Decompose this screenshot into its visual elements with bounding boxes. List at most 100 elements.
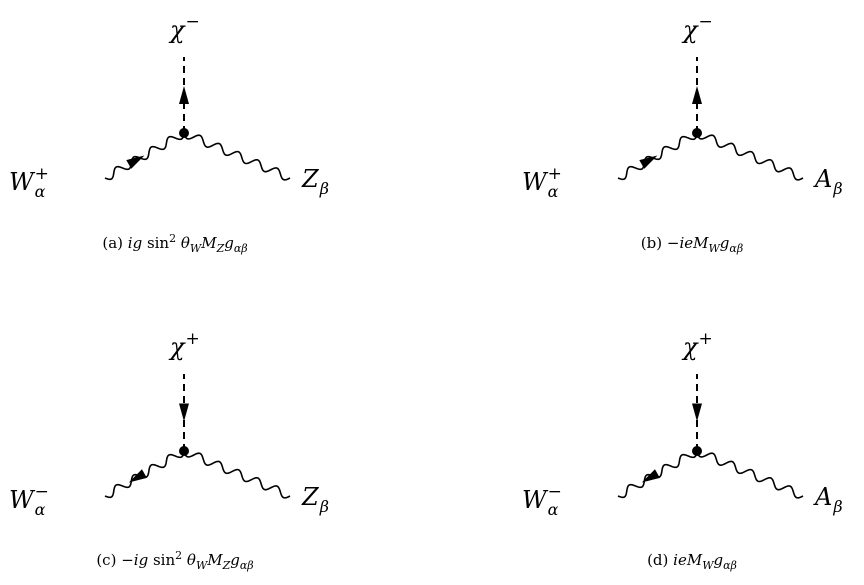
vertex-caption-part: −: [121, 551, 134, 569]
vertex-caption-part: 2: [175, 549, 182, 562]
neutral-boson-wavy-line: [696, 450, 804, 499]
right-boson-label-base: A: [813, 483, 832, 511]
left-boson-label-sub: α: [35, 182, 46, 201]
left-boson-label: W −α: [9, 482, 49, 519]
left-boson-label-sup: +: [548, 164, 562, 184]
vertex-caption-part: g: [720, 234, 730, 252]
scalar-label: χ −: [681, 12, 713, 44]
left-boson-label-base: W: [522, 168, 549, 196]
w-boson-wavy-line: [104, 450, 185, 499]
scalar-label-sup: −: [186, 12, 200, 32]
vertex-caption-part: sin: [148, 551, 175, 569]
vertex-caption-part: W: [196, 559, 209, 572]
vertex-caption-part: θ: [176, 234, 190, 252]
scalar-arrow-icon: [179, 403, 189, 422]
w-boson-wavy-line: [617, 132, 698, 181]
scalar-label: χ +: [168, 329, 200, 361]
w-boson-wavy-line: [617, 450, 698, 499]
w-leg-arrow-icon: [126, 155, 145, 169]
left-boson-label-sup: −: [548, 482, 562, 502]
vertex-dot: [692, 128, 702, 138]
vertex-caption: (c) −ig sin2 θWMZgαβ: [96, 549, 253, 572]
vertex-caption: (a) ig sin2 θWMZgαβ: [102, 232, 247, 255]
vertex-caption-part: W: [190, 242, 203, 255]
vertex-dot: [179, 446, 189, 456]
left-boson-label: W −α: [522, 482, 562, 519]
vertex-caption-part: M: [206, 551, 223, 569]
left-boson-label-sub: α: [548, 500, 559, 519]
vertex-caption-tag: (d): [647, 551, 673, 569]
vertex-caption-part: g: [230, 551, 240, 569]
w-leg-arrow-icon: [641, 469, 660, 483]
vertex-caption-part: ig: [128, 234, 142, 252]
vertex-caption-tag: (b): [641, 234, 667, 252]
w-boson-wavy-line: [104, 132, 185, 181]
left-boson-label-sub: α: [548, 182, 559, 201]
right-boson-label-base: Z: [301, 165, 320, 193]
scalar-label-base: χ: [168, 333, 186, 361]
vertex-caption-part: ieM: [673, 551, 703, 569]
left-boson-label-sub: α: [35, 500, 46, 519]
right-boson-label-sub: β: [319, 179, 329, 198]
vertex-caption-part: Z: [222, 559, 231, 572]
vertex-caption: (d) ieMWgαβ: [647, 551, 737, 572]
right-boson-label-sub: β: [319, 497, 329, 516]
vertex-caption-part: −: [667, 234, 680, 252]
vertex-caption-part: g: [714, 551, 724, 569]
scalar-arrow-icon: [692, 403, 702, 422]
neutral-boson-wavy-line: [183, 132, 291, 181]
vertex-caption-part: ig: [134, 551, 148, 569]
vertex-caption: (b) −ieMWgαβ: [641, 234, 743, 255]
vertex-caption-part: sin: [142, 234, 169, 252]
neutral-boson-wavy-line: [696, 132, 804, 181]
vertex-caption-part: g: [224, 234, 234, 252]
scalar-label-sup: −: [699, 12, 713, 32]
scalar-label-base: χ: [681, 16, 699, 44]
vertex-caption-tag: (a): [102, 234, 127, 252]
vertex-dot: [692, 446, 702, 456]
vertex-caption-part: W: [708, 242, 721, 255]
vertex-caption-part: W: [702, 559, 715, 572]
vertex-caption-part: αβ: [240, 559, 254, 572]
vertex-caption-part: θ: [182, 551, 196, 569]
scalar-label-sup: +: [699, 329, 713, 349]
scalar-label-base: χ: [168, 16, 186, 44]
w-leg-arrow-icon: [639, 155, 658, 169]
left-boson-label-base: W: [9, 168, 36, 196]
right-boson-label-base: A: [813, 165, 832, 193]
right-boson-label-sub: β: [832, 497, 842, 516]
scalar-label: χ +: [681, 329, 713, 361]
vertex-caption-part: αβ: [234, 242, 248, 255]
left-boson-label: W +α: [9, 164, 49, 201]
scalar-arrow-icon: [179, 86, 189, 104]
left-boson-label-base: W: [9, 486, 36, 514]
vertex-caption-part: M: [200, 234, 217, 252]
vertex-dot: [179, 128, 189, 138]
scalar-label-base: χ: [681, 333, 699, 361]
left-boson-label-base: W: [522, 486, 549, 514]
scalar-label: χ −: [168, 12, 200, 44]
vertex-caption-part: ieM: [679, 234, 709, 252]
vertex-caption-part: αβ: [723, 559, 737, 572]
scalar-label-sup: +: [186, 329, 200, 349]
right-boson-label-base: Z: [301, 483, 320, 511]
vertex-caption-part: 2: [169, 232, 176, 245]
scalar-arrow-icon: [692, 86, 702, 104]
left-boson-label-sup: +: [35, 164, 49, 184]
left-boson-label-sup: −: [35, 482, 49, 502]
w-leg-arrow-icon: [128, 469, 147, 483]
left-boson-label: W +α: [522, 164, 562, 201]
vertex-caption-part: αβ: [729, 242, 743, 255]
vertex-caption-tag: (c): [96, 551, 121, 569]
neutral-boson-wavy-line: [183, 450, 291, 499]
right-boson-label-sub: β: [832, 179, 842, 198]
